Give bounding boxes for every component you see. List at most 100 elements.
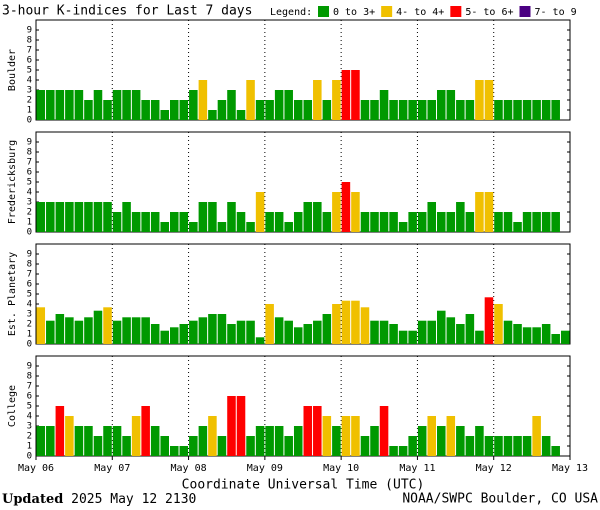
bar — [408, 436, 417, 456]
bar — [446, 317, 456, 344]
bar — [208, 110, 217, 120]
bar — [532, 416, 541, 456]
bar — [46, 90, 55, 120]
bar — [551, 334, 560, 344]
bar — [103, 426, 112, 456]
bar — [446, 416, 456, 456]
y-tick-label: 8 — [27, 148, 32, 158]
bar — [74, 202, 84, 232]
bar — [522, 327, 532, 344]
bar — [389, 100, 398, 120]
bar — [227, 324, 236, 344]
bar — [475, 192, 484, 232]
bar — [303, 406, 313, 456]
bar — [370, 320, 379, 344]
y-tick-label: 8 — [27, 260, 32, 270]
legend-swatch — [381, 6, 393, 17]
bar — [150, 324, 160, 344]
bar — [532, 327, 541, 344]
bar — [437, 310, 446, 344]
y-tick-label: 6 — [27, 56, 32, 66]
bar — [141, 406, 150, 456]
bar — [313, 406, 322, 456]
bar — [322, 416, 332, 456]
y-tick-label: 5 — [27, 290, 32, 300]
y-tick-label: 9 — [27, 26, 32, 36]
x-tick-label: May 06 — [18, 463, 54, 474]
bar — [284, 90, 293, 120]
bar — [456, 202, 465, 232]
bar — [379, 320, 389, 344]
bar — [179, 324, 189, 344]
y-tick-label: 6 — [27, 392, 32, 402]
bar — [265, 100, 274, 120]
panel-label: Est. Planetary — [7, 252, 18, 336]
bar — [465, 100, 475, 120]
bar — [494, 304, 503, 344]
bar — [198, 80, 208, 120]
bar — [465, 436, 475, 456]
bar — [293, 426, 303, 456]
bar — [236, 110, 246, 120]
bar — [122, 202, 131, 232]
bar — [351, 300, 360, 344]
bar — [551, 100, 560, 120]
bar — [446, 212, 456, 232]
bar — [503, 320, 513, 344]
y-tick-label: 1 — [27, 218, 32, 228]
bar — [55, 314, 65, 344]
bar — [170, 446, 179, 456]
y-tick-label: 1 — [27, 106, 32, 116]
y-tick-label: 9 — [27, 250, 32, 260]
bar — [332, 304, 341, 344]
bar — [437, 212, 446, 232]
bar — [65, 416, 74, 456]
x-tick-label: May 08 — [171, 463, 207, 474]
bar — [532, 100, 541, 120]
bar — [303, 324, 313, 344]
bar — [274, 90, 284, 120]
bar — [475, 426, 484, 456]
bar — [227, 396, 236, 456]
bar — [513, 222, 522, 232]
bar — [93, 436, 103, 456]
bar — [189, 320, 198, 344]
bar — [484, 80, 494, 120]
bar — [65, 202, 74, 232]
x-tick-label: May 09 — [247, 463, 283, 474]
bar — [179, 100, 189, 120]
bar — [150, 426, 160, 456]
bar — [208, 202, 217, 232]
bar — [341, 70, 351, 120]
bar — [246, 436, 255, 456]
bar — [532, 212, 541, 232]
y-tick-label: 8 — [27, 36, 32, 46]
bar — [36, 307, 46, 344]
bar — [408, 330, 417, 344]
y-tick-label: 5 — [27, 402, 32, 412]
bar — [332, 80, 341, 120]
bar — [179, 212, 189, 232]
x-tick-label: May 10 — [323, 463, 359, 474]
bar — [351, 70, 360, 120]
bar — [265, 212, 274, 232]
bar — [122, 317, 131, 344]
y-tick-label: 6 — [27, 168, 32, 178]
bar — [456, 426, 465, 456]
bar — [112, 426, 122, 456]
bar — [170, 327, 179, 344]
bar — [484, 192, 494, 232]
bar — [303, 202, 313, 232]
bar — [179, 446, 189, 456]
bar — [379, 90, 389, 120]
y-tick-label: 2 — [27, 208, 32, 218]
x-axis-title: Coordinate Universal Time (UTC) — [182, 478, 425, 493]
y-tick-label: 9 — [27, 138, 32, 148]
bar — [112, 320, 122, 344]
bar — [456, 324, 465, 344]
bar — [74, 426, 84, 456]
legend-label: 0 to 3+ — [333, 7, 375, 18]
bar — [55, 90, 65, 120]
y-tick-label: 2 — [27, 432, 32, 442]
bar — [160, 436, 169, 456]
